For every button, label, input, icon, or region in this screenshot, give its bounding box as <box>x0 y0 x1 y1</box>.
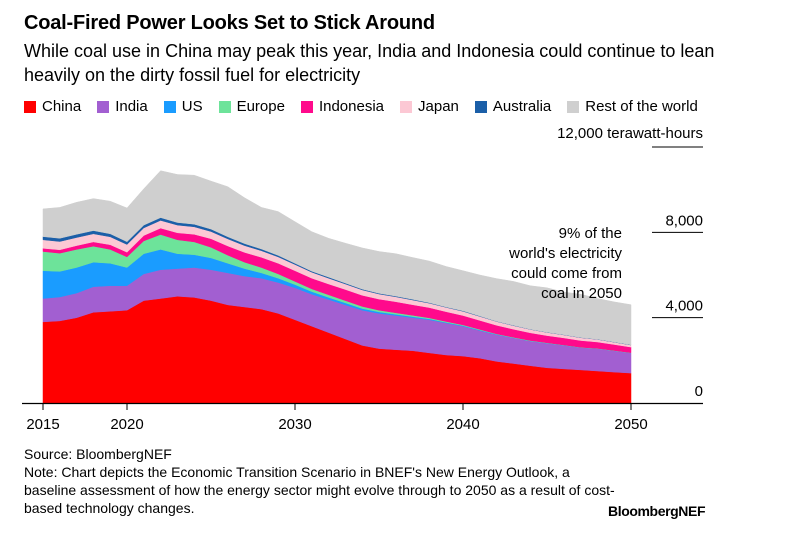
y-tick-label: 0 <box>695 383 703 400</box>
legend-label-us: US <box>181 98 203 115</box>
area-rest-of-the-world <box>42 170 632 346</box>
legend-item-japan: Japan <box>400 98 459 115</box>
note-text: Note: Chart depicts the Economic Transit… <box>24 464 615 516</box>
x-tick-label: 2020 <box>110 416 143 433</box>
legend-item-china: China <box>24 98 81 115</box>
legend-item-australia: Australia <box>474 98 552 115</box>
legend-label-china: China <box>42 98 82 115</box>
y-tick-label: 4,000 <box>665 298 703 315</box>
legend-item-indonesia: Indonesia <box>300 98 385 115</box>
legend-label-japan: Japan <box>418 98 459 115</box>
legend-label-indonesia: Indonesia <box>318 98 385 115</box>
y-unit-label: 12,000 terawatt-hours <box>557 125 703 142</box>
chart-subtitle: While coal use in China may peak this ye… <box>24 41 715 85</box>
x-tick-label: 2030 <box>278 416 311 433</box>
chart-footer: Source: BloombergNEF Note: Chart depicts… <box>24 445 624 517</box>
legend-item-europe: Europe <box>218 98 285 115</box>
legend-label-india: India <box>115 98 148 115</box>
brand-logo: BloombergNEF <box>608 503 706 519</box>
legend-item-rest-of-world: Rest of the world <box>567 98 698 115</box>
x-tick-label: 2015 <box>26 416 59 433</box>
annotation-text: 9% of the world's electricity could come f… <box>508 225 622 302</box>
legend-swatch-india <box>97 100 110 113</box>
legend-label-australia: Australia <box>492 98 552 115</box>
legend: China India US Europe Indonesia Japan Au… <box>24 98 714 115</box>
legend-swatch-japan <box>400 100 413 113</box>
legend-swatch-indonesia <box>300 100 313 113</box>
x-tick-label: 2040 <box>446 416 479 433</box>
legend-item-india: India <box>97 98 148 115</box>
legend-swatch-us <box>163 100 176 113</box>
legend-label-europe: Europe <box>236 98 285 115</box>
x-tick-label: 2050 <box>614 416 647 433</box>
y-tick-label: 8,000 <box>665 212 703 229</box>
legend-swatch-europe <box>218 100 231 113</box>
legend-label-rest-of-world: Rest of the world <box>585 98 698 115</box>
legend-swatch-rest-of-world <box>567 100 580 113</box>
legend-item-us: US <box>163 98 203 115</box>
legend-swatch-china <box>24 100 36 113</box>
legend-swatch-australia <box>474 100 487 113</box>
source-text: Source: BloombergNEF <box>24 446 172 462</box>
chart-title: Coal-Fired Power Looks Set to Stick Arou… <box>24 12 435 34</box>
